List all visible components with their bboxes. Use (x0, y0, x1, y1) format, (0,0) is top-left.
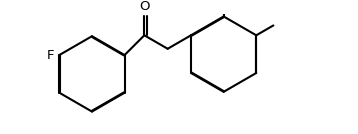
Text: O: O (139, 0, 150, 13)
Text: F: F (47, 49, 54, 62)
